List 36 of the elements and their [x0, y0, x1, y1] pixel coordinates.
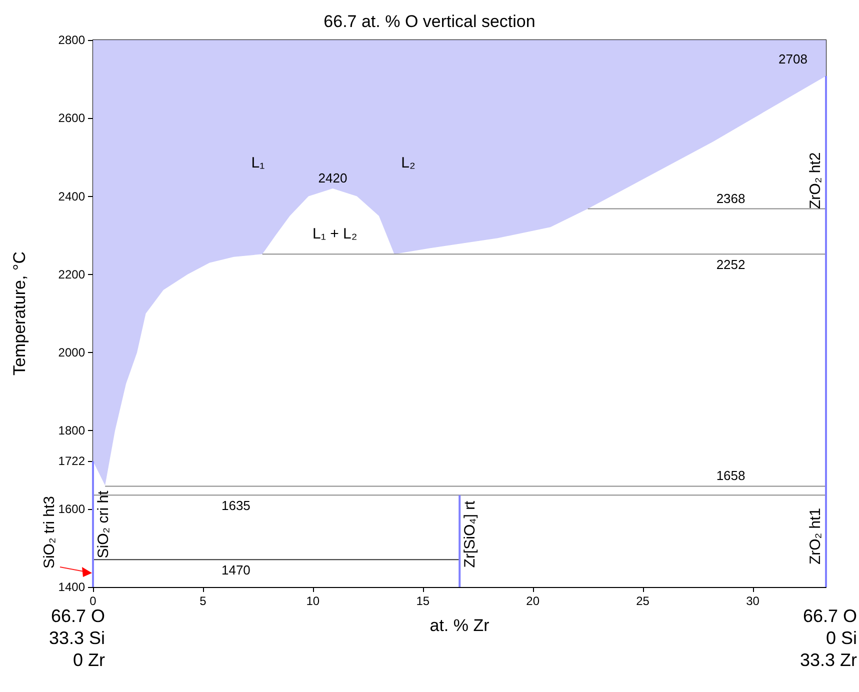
y-axis-title: Temperature, °C: [10, 252, 29, 376]
x-tick-label: 25: [636, 594, 650, 608]
annotation: ZrO₂ ht2: [807, 152, 824, 209]
annotation: 2708: [778, 52, 808, 67]
x-axis-title: at. % Zr: [430, 616, 490, 635]
annotation: 2420: [318, 170, 348, 186]
x-tick-label: 30: [746, 594, 760, 608]
annotation: 2252: [716, 257, 746, 272]
annotation: ZrO₂ ht1: [807, 508, 824, 565]
annotation: SiO₂ cri ht: [95, 490, 112, 558]
y-tick-label: 2000: [58, 346, 86, 360]
annotation: 1470: [221, 562, 250, 578]
annotation: Zr[SiO₄] rt: [462, 500, 479, 568]
y-tick-label: 1600: [58, 502, 86, 516]
annotation: 1658: [716, 468, 746, 484]
chart-title: 66.7 at. % O vertical section: [324, 12, 536, 31]
x-tick-label: 5: [200, 594, 207, 608]
y-tick-label: 2600: [58, 111, 86, 126]
x-tick-label: 10: [306, 594, 320, 608]
y-tick-label: 2400: [58, 189, 86, 204]
annotation: 2368: [716, 190, 746, 206]
annotation: SiO₂ tri ht3: [41, 496, 58, 569]
x-tick-label: 20: [526, 594, 540, 608]
annotation: L₁: [251, 154, 265, 172]
annotation: 1635: [221, 498, 250, 514]
y-tick-label: 2200: [58, 267, 86, 282]
x-tick-label: 0: [90, 594, 97, 608]
text: 66.7 O 33.3 Si 0 Zr: [48, 606, 105, 670]
annotation: L₂: [401, 154, 416, 172]
y-tick-label: 1400: [58, 580, 86, 594]
annotation: L₁ + L₂: [312, 226, 358, 243]
y-tick-label: 1800: [58, 424, 86, 438]
y-tick-label: 1722: [58, 454, 86, 468]
text: 66.7 O 0 Si 33.3 Zr: [800, 606, 857, 670]
y-tick-label: 2800: [58, 33, 86, 47]
x-tick-label: 15: [416, 594, 430, 608]
